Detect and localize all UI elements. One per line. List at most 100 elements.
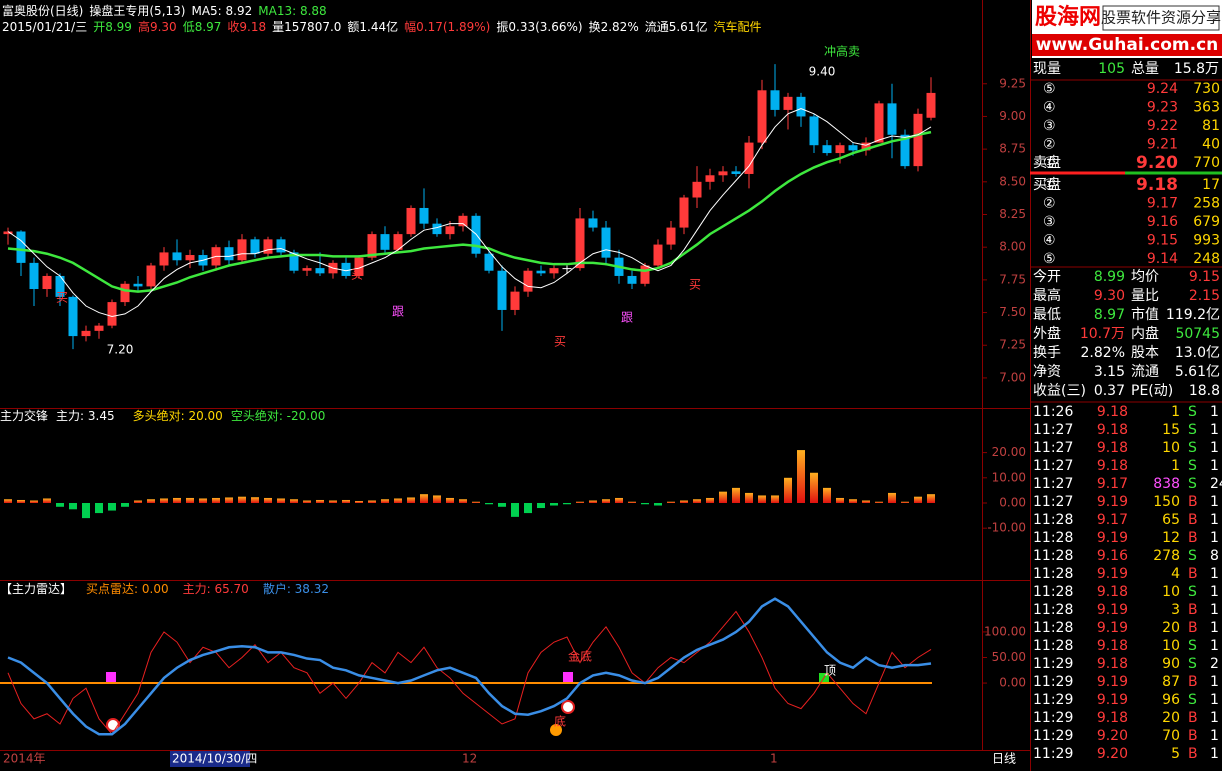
y-tick-label: 100.00 bbox=[984, 624, 1026, 638]
y-tick-label: 50.00 bbox=[992, 650, 1026, 664]
force-bar bbox=[758, 495, 766, 503]
radar-annotation: 金底 bbox=[568, 649, 592, 664]
candle-body bbox=[276, 239, 286, 253]
candle-body bbox=[926, 92, 936, 118]
quote-cell: S bbox=[1188, 692, 1197, 708]
y-tick-label: 9.25 bbox=[999, 76, 1026, 90]
quote-cell: S bbox=[1188, 656, 1197, 672]
quote-cell: 20 bbox=[1162, 620, 1180, 636]
quote-cell: 11:27 bbox=[1033, 476, 1073, 492]
force-bar bbox=[186, 497, 194, 503]
quote-cell: S bbox=[1188, 440, 1197, 456]
candle-body bbox=[835, 145, 845, 154]
quote-cell: 11:28 bbox=[1033, 602, 1073, 618]
quote-cell: 9.18 bbox=[1097, 710, 1128, 726]
quote-cell: 9.30 bbox=[1094, 288, 1125, 304]
candle-body bbox=[315, 268, 325, 274]
quote-cell: 11:29 bbox=[1033, 656, 1073, 672]
quote-cell: 105 bbox=[1098, 61, 1125, 77]
y-tick-label: 7.75 bbox=[999, 272, 1026, 286]
candle-body bbox=[575, 218, 585, 269]
quote-cell: 均价 bbox=[1131, 269, 1159, 285]
quote-cell: 9.18 bbox=[1097, 638, 1128, 654]
force-bar bbox=[329, 500, 337, 503]
price-annotation: 7.20 bbox=[107, 343, 134, 357]
quote-cell: 外盘 bbox=[1033, 325, 1061, 342]
header-line1-item: 操盘王专用(5,13) bbox=[89, 3, 185, 18]
header-line2-item: 换2.82% bbox=[589, 20, 639, 34]
candle-body bbox=[536, 270, 546, 274]
force-bar bbox=[680, 500, 688, 503]
candle-body bbox=[393, 234, 403, 250]
force-bar bbox=[199, 498, 207, 503]
header-line2-item: 额1.44亿 bbox=[347, 19, 398, 34]
quote-cell: 2 bbox=[1210, 656, 1219, 672]
force-bar bbox=[563, 503, 571, 505]
force-bar bbox=[30, 500, 38, 503]
header-line2-item: 收9.18 bbox=[227, 20, 266, 34]
header-line2: 2015/01/21/三 开8.99 高9.30 低8.97 收9.18 量157807.… bbox=[2, 19, 761, 34]
force-bar bbox=[654, 503, 662, 506]
quote-cell: 87 bbox=[1162, 674, 1180, 690]
force-bar bbox=[706, 497, 714, 503]
force-bar bbox=[615, 497, 623, 503]
panel2-header-item: 多头绝对: 20.00 bbox=[133, 408, 223, 423]
quote-cell: S bbox=[1188, 458, 1197, 474]
quote-cell: 150 bbox=[1153, 494, 1180, 510]
quote-cell: 15.8万 bbox=[1174, 61, 1219, 77]
panel2-header-item: 主力交锋 bbox=[0, 408, 48, 423]
header-line1-item: 富奥股份(日线) bbox=[2, 3, 83, 18]
header-line2-item: 量157807.0 bbox=[272, 20, 341, 34]
candle-body bbox=[341, 262, 351, 276]
y-tick-label: 0.00 bbox=[999, 496, 1026, 510]
y-tick-label: 7.25 bbox=[999, 338, 1026, 352]
header-line2-item: 高9.30 bbox=[138, 19, 177, 34]
candle-body bbox=[666, 227, 676, 245]
quote-cell: 65 bbox=[1162, 512, 1180, 528]
panel3-header-item: 【主力雷达】 bbox=[0, 582, 72, 596]
quote-cell: 净资 bbox=[1033, 364, 1061, 380]
quote-cell: 4 bbox=[1171, 566, 1180, 582]
candle-body bbox=[172, 252, 182, 261]
quote-cell: 11:28 bbox=[1033, 548, 1073, 564]
force-bar bbox=[290, 499, 298, 503]
y-tick-label: 8.50 bbox=[999, 174, 1026, 188]
candle-body bbox=[55, 275, 65, 297]
radar-annotation: 顶 bbox=[824, 664, 836, 678]
candle-body bbox=[510, 291, 520, 310]
force-bar bbox=[251, 497, 259, 503]
candle-body bbox=[796, 96, 806, 117]
quote-cell: 363 bbox=[1193, 100, 1220, 116]
quote-cell: 0.37 bbox=[1094, 383, 1125, 399]
quote-cell: 流通 bbox=[1131, 364, 1159, 380]
candle-body bbox=[692, 181, 702, 198]
quote-cell: 9.19 bbox=[1097, 566, 1128, 582]
quote-cell: 770 bbox=[1193, 155, 1220, 171]
quote-cell: ③ bbox=[1043, 118, 1056, 134]
force-bar bbox=[693, 499, 701, 503]
time-label: 2014年 bbox=[3, 752, 46, 766]
quote-cell: 总量 bbox=[1131, 61, 1159, 77]
candle-body bbox=[3, 231, 13, 235]
quote-cell: 9.21 bbox=[1147, 137, 1178, 153]
force-bar bbox=[147, 499, 155, 503]
candle-body bbox=[263, 239, 273, 254]
force-bar bbox=[394, 498, 402, 503]
quote-cell: 9.20 bbox=[1097, 728, 1128, 744]
quote-cell: 1 bbox=[1210, 440, 1219, 456]
date-highlight bbox=[170, 751, 250, 767]
quote-cell: 9.19 bbox=[1097, 530, 1128, 546]
force-bar bbox=[368, 500, 376, 503]
quote-cell: 10.7万 bbox=[1080, 326, 1125, 342]
quote-cell: 730 bbox=[1193, 81, 1220, 97]
candle-body bbox=[679, 197, 689, 228]
quote-cell: ⑤ bbox=[1043, 251, 1056, 267]
force-bar bbox=[225, 497, 233, 503]
candle-body bbox=[731, 171, 741, 174]
quote-cell: ① bbox=[1043, 177, 1056, 193]
quote-cell: 1 bbox=[1210, 530, 1219, 546]
force-bar bbox=[849, 499, 857, 503]
candle-body bbox=[302, 268, 312, 271]
